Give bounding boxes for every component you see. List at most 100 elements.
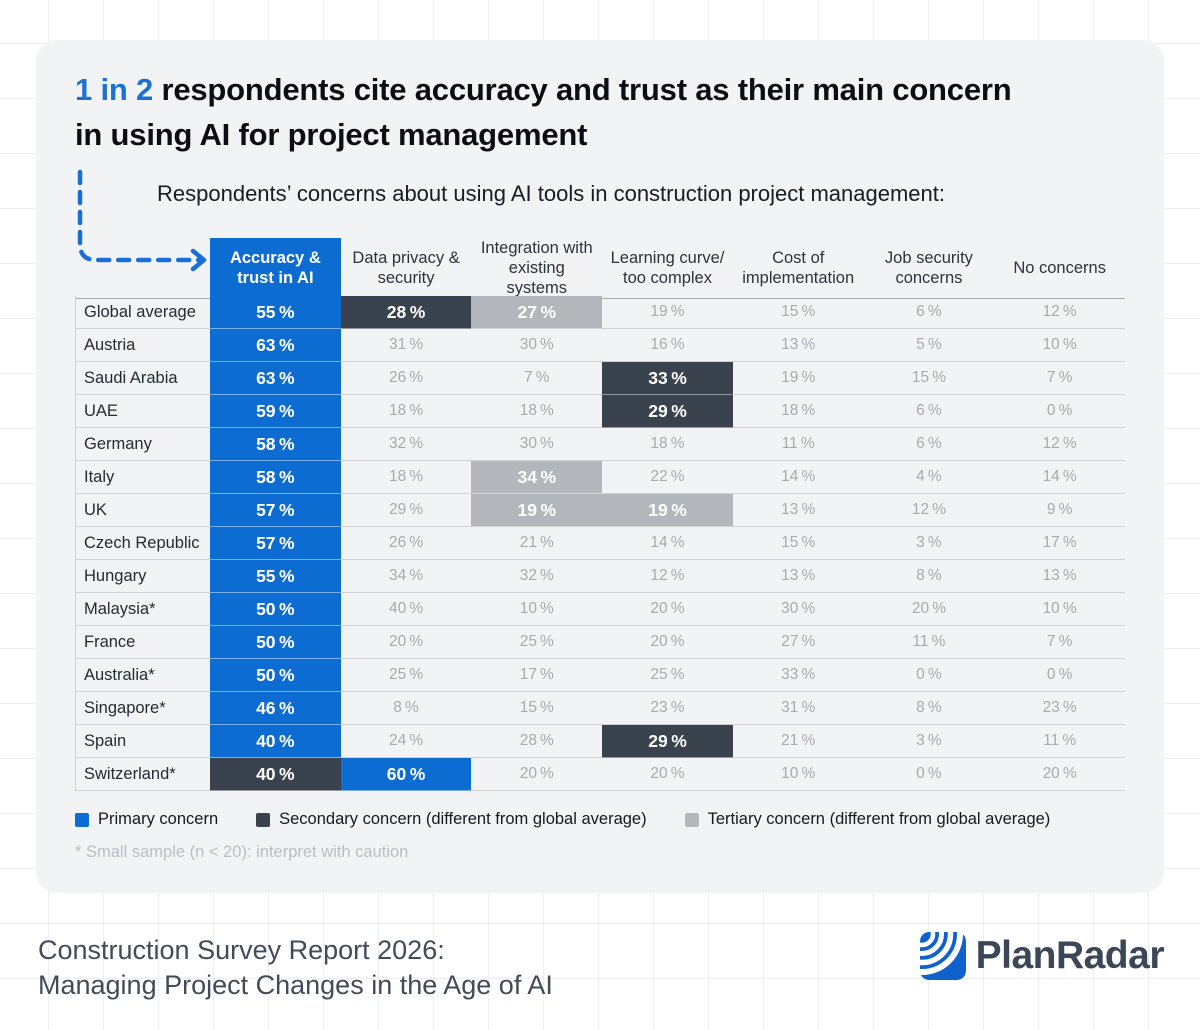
table-cell: 24 % xyxy=(340,725,472,758)
table-cell: 40 % xyxy=(210,725,341,758)
table-cell: 31 % xyxy=(340,329,472,362)
legend-item: Primary concern xyxy=(75,810,218,829)
table-row: Spain 40 % 24 % 28 % 29 % 21 % 3 % 11 % xyxy=(75,725,1125,758)
legend-swatch-tertiary xyxy=(684,812,699,827)
legend-label: Primary concern xyxy=(98,810,219,828)
table-cell: 25 % xyxy=(471,626,603,659)
table-cell: 25 % xyxy=(340,659,472,692)
planradar-logo-icon xyxy=(919,932,966,980)
concern-table: Accuracy & trust in AI Data privacy & sec… xyxy=(75,238,1125,791)
table-cell: 6 % xyxy=(863,296,995,329)
table-cell: 0 % xyxy=(863,758,995,791)
table-row: France 50 % 20 % 25 % 20 % 27 % 11 % 7 % xyxy=(75,626,1125,659)
table-cell: 12 % xyxy=(602,560,733,593)
table-cell: 20 % xyxy=(602,626,733,659)
table-cell: 7 % xyxy=(994,362,1125,395)
table-cell: 6 % xyxy=(863,395,995,428)
table-cell: 8 % xyxy=(340,692,472,725)
column-header: Cost of implementation xyxy=(732,238,864,300)
table-cell: 0 % xyxy=(994,659,1125,692)
table-cell: 13 % xyxy=(994,560,1125,593)
table-cell: 8 % xyxy=(863,560,995,593)
table-row: Saudi Arabia 63 % 26 % 7 % 33 % 19 % 15 % 7 % xyxy=(75,362,1125,395)
table-cell: 13 % xyxy=(732,560,864,593)
table-cell: 0 % xyxy=(863,659,995,692)
table-cell: 7 % xyxy=(994,626,1125,659)
table-cell: 15 % xyxy=(863,362,995,395)
table-cell: 18 % xyxy=(340,461,472,494)
table-cell: 20 % xyxy=(994,758,1125,791)
table-cell: 57 % xyxy=(210,527,341,560)
table-row: Germany 58 % 32 % 30 % 18 % 11 % 6 % 12 % xyxy=(75,428,1125,461)
row-label: Switzerland* xyxy=(75,758,210,791)
table-cell: 23 % xyxy=(994,692,1125,725)
column-header: Integration with existing systems xyxy=(471,238,603,300)
table-cell: 29 % xyxy=(602,395,733,428)
table-cell: 18 % xyxy=(602,428,733,461)
table-cell: 25 % xyxy=(602,659,733,692)
table-cell: 19 % xyxy=(602,494,733,527)
table-header-row: Accuracy & trust in AI Data privacy & sec… xyxy=(75,238,1125,300)
table-cell: 20 % xyxy=(602,758,733,791)
legend-label: Secondary concern (different from global… xyxy=(279,810,647,828)
row-label: Czech Republic xyxy=(75,527,210,560)
table-corner-cell xyxy=(75,238,210,300)
table-cell: 0 % xyxy=(994,395,1125,428)
table-cell: 15 % xyxy=(732,296,864,329)
table-cell: 34 % xyxy=(340,560,472,593)
table-row: Malaysia* 50 % 40 % 10 % 20 % 30 % 20 % 10 % xyxy=(75,593,1125,626)
table-cell: 20 % xyxy=(602,593,733,626)
table-cell: 30 % xyxy=(471,329,603,362)
table-cell: 11 % xyxy=(994,725,1125,758)
table-cell: 22 % xyxy=(602,461,733,494)
row-label: Hungary xyxy=(75,560,210,593)
table-cell: 14 % xyxy=(732,461,864,494)
row-label: Australia* xyxy=(75,659,210,692)
table-cell: 30 % xyxy=(471,428,603,461)
table-cell: 13 % xyxy=(732,494,864,527)
column-header: Data privacy & security xyxy=(340,238,472,300)
table-cell: 19 % xyxy=(471,494,603,527)
legend-item: Secondary concern (different from global… xyxy=(256,810,647,829)
table-cell: 50 % xyxy=(210,626,341,659)
table-cell: 20 % xyxy=(340,626,472,659)
column-header: Accuracy & trust in AI xyxy=(210,238,341,300)
table-cell: 55 % xyxy=(210,296,341,329)
table-cell: 19 % xyxy=(602,296,733,329)
table-row: Italy 58 % 18 % 34 % 22 % 14 % 4 % 14 % xyxy=(75,461,1125,494)
table-cell: 15 % xyxy=(732,527,864,560)
report-title: Construction Survey Report 2026: Managin… xyxy=(38,933,553,1003)
table-row: Global average 55 % 28 % 27 % 19 % 15 % 6 % 12 … xyxy=(75,296,1125,329)
table-cell: 63 % xyxy=(210,362,341,395)
table-cell: 7 % xyxy=(471,362,603,395)
row-label: Global average xyxy=(75,296,210,329)
legend-item: Tertiary concern (different from global … xyxy=(684,810,1051,829)
row-label: Singapore* xyxy=(75,692,210,725)
table-cell: 63 % xyxy=(210,329,341,362)
table-cell: 26 % xyxy=(340,362,472,395)
title-highlight: 1 in 2 xyxy=(75,72,154,107)
row-label: Spain xyxy=(75,725,210,758)
table-cell: 21 % xyxy=(471,527,603,560)
row-label: UAE xyxy=(75,395,210,428)
legend-label: Tertiary concern (different from global … xyxy=(707,810,1051,828)
table-cell: 6 % xyxy=(863,428,995,461)
table-cell: 58 % xyxy=(210,461,341,494)
table-cell: 40 % xyxy=(210,758,341,791)
table-cell: 10 % xyxy=(471,593,603,626)
table-cell: 9 % xyxy=(994,494,1125,527)
table-cell: 28 % xyxy=(471,725,603,758)
table-cell: 10 % xyxy=(994,329,1125,362)
planradar-logo: PlanRadar xyxy=(919,932,1165,980)
table-row: Austria 63 % 31 % 30 % 16 % 13 % 5 % 10 % xyxy=(75,329,1125,362)
table-cell: 57 % xyxy=(210,494,341,527)
report-title-line2: Managing Project Changes in the Age of A… xyxy=(38,970,553,1000)
table-cell: 30 % xyxy=(732,593,864,626)
table-cell: 27 % xyxy=(471,296,603,329)
table-cell: 33 % xyxy=(602,362,733,395)
column-header: Job security concerns xyxy=(863,238,995,300)
table-cell: 19 % xyxy=(732,362,864,395)
table-cell: 20 % xyxy=(863,593,995,626)
table-row: Hungary 55 % 34 % 32 % 12 % 13 % 8 % 13 % xyxy=(75,560,1125,593)
table-row: UK 57 % 29 % 19 % 19 % 13 % 12 % 9 % xyxy=(75,494,1125,527)
